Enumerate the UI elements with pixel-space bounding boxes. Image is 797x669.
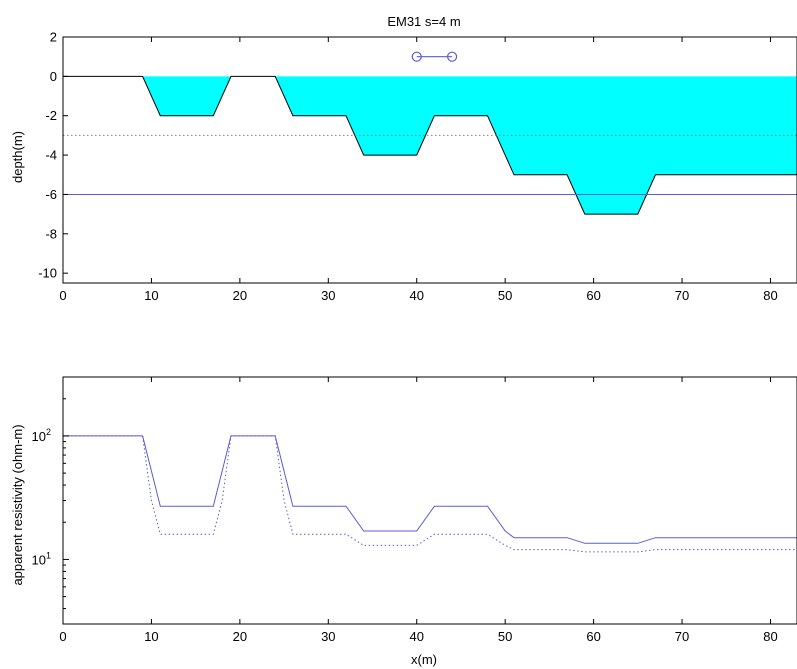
- resistivity-xlabel: x(m): [411, 652, 437, 667]
- depth-plot-area: [63, 51, 797, 215]
- profile-fill: [63, 76, 797, 215]
- depth-xtick-label: 30: [321, 288, 335, 303]
- resistivity-xtick-label: 60: [586, 629, 600, 644]
- resistivity-ytick-label: 102: [32, 427, 51, 444]
- depth-ytick-label: 0: [50, 69, 57, 84]
- depth-xtick-label: 70: [675, 288, 689, 303]
- depth-xtick-label: 80: [763, 288, 777, 303]
- depth-ytick-label: 2: [50, 30, 57, 45]
- resistivity-ylabel: apparent resistivity (ohm-m): [10, 424, 25, 585]
- depth-xtick-label: 20: [233, 288, 247, 303]
- resistivity-xtick-label: 0: [59, 629, 66, 644]
- instrument-coil-rx: [447, 51, 458, 62]
- depth-ytick-label: -8: [45, 226, 57, 241]
- resistivity-xtick-label: 20: [233, 629, 247, 644]
- resistivity-xtick-label: 10: [144, 629, 158, 644]
- resistivity-panel: apparent resistivity (ohm-m) x(m) 0 10 20 3…: [10, 376, 797, 667]
- depth-xtick-label: 10: [144, 288, 158, 303]
- resistivity-line-dotted: [63, 435, 797, 553]
- resistivity-xtick-label: 40: [410, 629, 424, 644]
- depth-ytick-label: -6: [45, 187, 57, 202]
- resistivity-xtick-label: 50: [498, 629, 512, 644]
- depth-xtick-label: 60: [586, 288, 600, 303]
- resistivity-xtick-label: 30: [321, 629, 335, 644]
- depth-ytick-label: -10: [38, 266, 57, 281]
- resistivity-plot-area: [63, 435, 797, 553]
- resistivity-ytick-label: 101: [32, 550, 51, 567]
- resistivity-axes: 0 10 20 30 40 50 60 70 80 102 101: [32, 376, 797, 644]
- chart-title: EM31 s=4 m: [387, 14, 460, 29]
- profile-outline: [63, 75, 797, 215]
- instrument-coil-tx: [411, 51, 422, 62]
- resistivity-xtick-label: 70: [675, 629, 689, 644]
- depth-ytick-label: -4: [45, 148, 57, 163]
- depth-ytick-label: -2: [45, 108, 57, 123]
- resistivity-xtick-label: 80: [763, 629, 777, 644]
- depth-ylabel: depth(m): [10, 131, 25, 183]
- depth-frame: [62, 36, 797, 284]
- depth-xtick-label: 50: [498, 288, 512, 303]
- resistivity-line-solid: [63, 435, 797, 544]
- depth-panel: EM31 s=4 m depth(m) 0 10 20 30 40 50 60 70 8020-…: [10, 14, 797, 303]
- resistivity-frame: [62, 376, 797, 625]
- depth-xtick-label: 40: [410, 288, 424, 303]
- depth-xtick-label: 0: [59, 288, 66, 303]
